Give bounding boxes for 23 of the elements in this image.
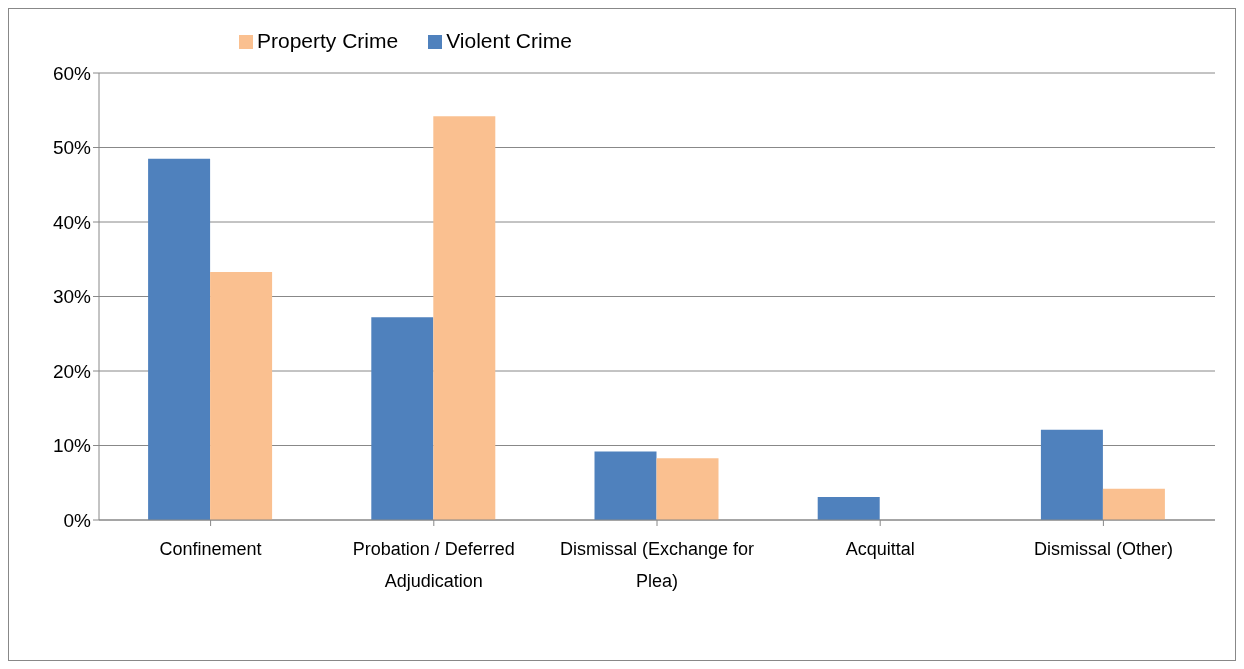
y-tick-label: 40%	[52, 211, 92, 233]
bar	[433, 116, 496, 520]
bar	[1102, 488, 1165, 520]
bar	[371, 317, 434, 520]
y-tick-label: 60%	[52, 62, 92, 84]
x-tick-label: Acquittal	[845, 538, 915, 559]
legend-label: Violent Crime	[446, 29, 572, 52]
y-tick-label: 20%	[52, 360, 92, 382]
bar	[210, 271, 273, 520]
bar	[148, 158, 211, 520]
bar	[1040, 429, 1103, 520]
y-tick-label: 30%	[52, 286, 92, 308]
x-tick-label: Confinement	[159, 538, 262, 559]
x-tick-label: Dismissal (Other)	[1033, 538, 1173, 559]
y-tick-label: 50%	[52, 137, 92, 159]
y-tick-label: 0%	[63, 509, 92, 531]
bar	[817, 496, 880, 520]
legend-label: Property Crime	[257, 29, 399, 52]
x-tick-label: Dismissal (Exchange for Plea)	[559, 538, 755, 591]
bar	[656, 458, 719, 520]
bar	[594, 451, 657, 520]
y-tick-label: 10%	[52, 435, 92, 457]
x-tick-label: Probation / Deferred Adjudication	[352, 538, 515, 591]
